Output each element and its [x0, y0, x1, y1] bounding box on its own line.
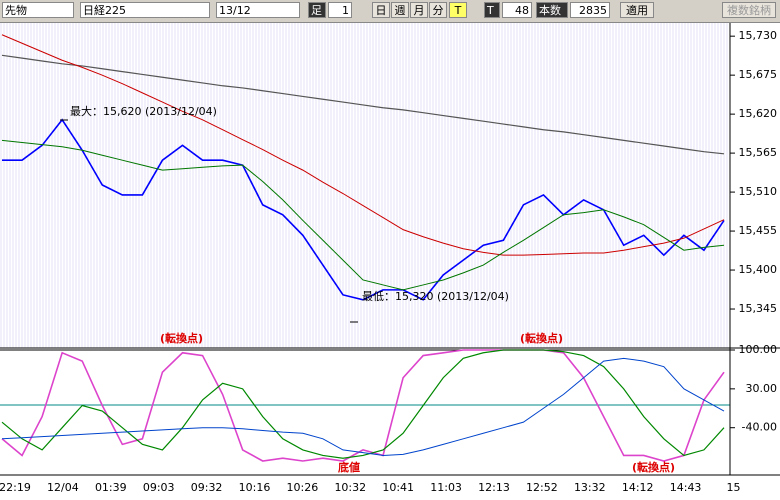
day-button[interactable]: 日 — [372, 2, 390, 18]
annotation: (転換点) — [520, 331, 563, 345]
time-label: 15 — [727, 481, 741, 494]
time-label: 10:26 — [287, 481, 319, 494]
count-value[interactable]: 2835 — [570, 2, 610, 18]
annotation: (転換点) — [160, 331, 203, 345]
ashi-label: 足 — [308, 2, 326, 18]
time-label: 12:13 — [478, 481, 510, 494]
series-line — [1, 357, 725, 456]
time-label: 09:32 — [191, 481, 223, 494]
time-label: 22:19 — [0, 481, 31, 494]
t-button[interactable]: T — [449, 2, 467, 18]
annotation: 底値 — [338, 460, 360, 474]
time-label: 14:43 — [670, 481, 702, 494]
time-label: 11:03 — [430, 481, 462, 494]
week-button[interactable]: 週 — [391, 2, 409, 18]
background-hatch — [0, 23, 730, 348]
time-label: 12:52 — [526, 481, 558, 494]
month-button[interactable]: 月 — [410, 2, 428, 18]
ashi-count[interactable]: 1 — [328, 2, 352, 18]
time-label: 12/04 — [47, 481, 79, 494]
y-tick-label: 15,675 — [739, 68, 778, 81]
y-tick-label: 15,400 — [739, 263, 778, 276]
y-tick-label: 15,510 — [739, 185, 778, 198]
time-label: 10:16 — [239, 481, 271, 494]
y-tick-label: 15,455 — [739, 224, 778, 237]
index-select[interactable]: 日経225 — [80, 2, 210, 18]
y-tick-label: 15,565 — [739, 146, 778, 159]
y-tick-label: 100.00 — [739, 343, 778, 356]
annotation: 最大：15,620 (2013/12/04) — [70, 104, 217, 118]
time-label: 10:41 — [382, 481, 414, 494]
y-tick-label: 15,730 — [739, 29, 778, 42]
series-line — [1, 54, 725, 155]
t-label: T — [484, 2, 500, 18]
multi-button[interactable]: 複数銘柄 — [722, 2, 776, 18]
time-label: 13:32 — [574, 481, 606, 494]
time-label: 09:03 — [143, 481, 175, 494]
time-label: 10:32 — [334, 481, 366, 494]
y-tick-label: 15,620 — [739, 107, 778, 120]
series-line — [1, 139, 725, 291]
y-tick-label: -40.00 — [742, 421, 777, 434]
annotation: (転換点) — [632, 460, 675, 474]
series-line — [1, 349, 725, 459]
series-line — [1, 349, 725, 462]
apply-button[interactable]: 適用 — [620, 2, 654, 18]
t-value[interactable]: 48 — [502, 2, 532, 18]
minute-button[interactable]: 分 — [429, 2, 447, 18]
month-select[interactable]: 13/12 — [216, 2, 300, 18]
annotation: 最低：15,320 (2013/12/04) — [362, 290, 509, 303]
y-tick-label: 15,345 — [739, 302, 778, 315]
contract-select[interactable]: 先物 — [2, 2, 74, 18]
y-tick-label: 30.00 — [746, 382, 778, 395]
time-label: 14:12 — [622, 481, 654, 494]
count-label: 本数 — [536, 2, 568, 18]
time-label: 01:39 — [95, 481, 127, 494]
toolbar: 先物 日経225 13/12 足 1 日 週 月 分 T T 48 本数 283… — [0, 0, 780, 23]
series-line — [1, 34, 725, 256]
